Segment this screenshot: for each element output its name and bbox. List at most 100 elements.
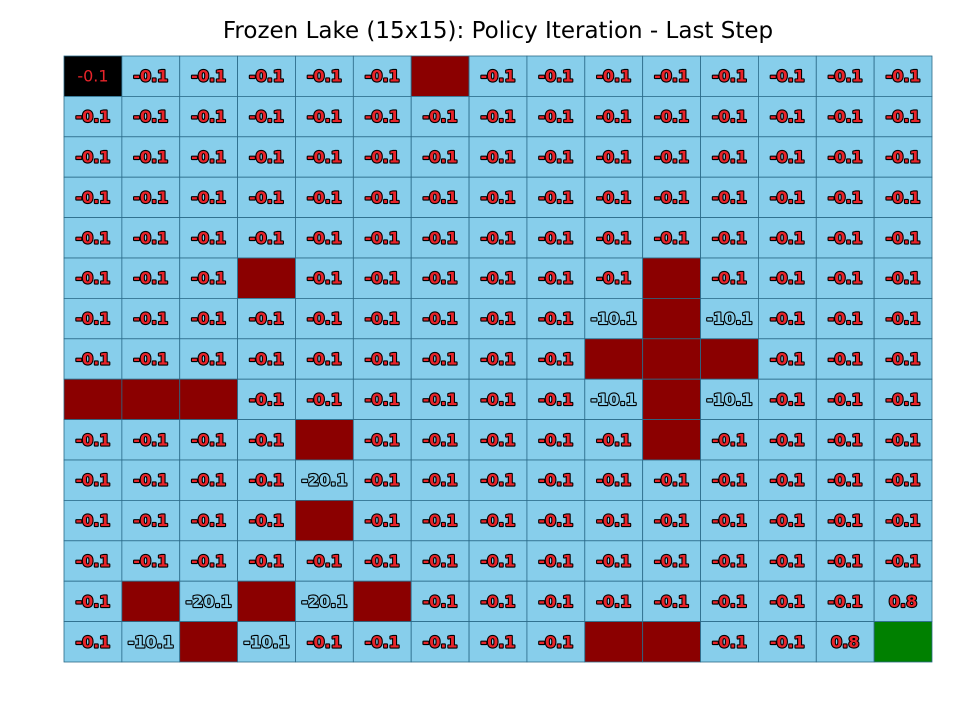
cells-layer	[63, 55, 933, 663]
cell-value-r0-c2: -0.1	[191, 67, 226, 86]
cell-value-r0-c0: -0.1	[77, 67, 108, 86]
cell-value-r13-c6: -0.1	[423, 592, 458, 611]
cell-value-r12-c13: -0.1	[828, 552, 863, 571]
grid-cell-frozen-r4-c1	[121, 217, 181, 259]
grid-cell-hole-r13-c5	[352, 580, 412, 623]
grid-cell-frozen-r13-c4	[295, 580, 354, 623]
grid-cell-hole-r8-c2	[179, 378, 238, 421]
cell-value-r0-c10: -0.1	[654, 67, 689, 86]
cell-value-r9-c8: -0.1	[538, 430, 573, 449]
cell-value-r3-c0: -0.1	[75, 188, 110, 207]
grid-cell-frozen-r11-c2	[179, 499, 238, 542]
grid-cell-frozen-r14-c1	[121, 621, 181, 663]
cell-value-r12-c12: -0.1	[770, 552, 805, 571]
cell-value-r12-c14: -0.1	[886, 552, 921, 571]
grid-cell-frozen-r8-c6	[410, 378, 470, 421]
cell-value-r2-c0: -0.1	[75, 148, 110, 167]
grid-cell-frozen-r12-c8	[526, 540, 586, 582]
grid-cell-frozen-r6-c7	[468, 297, 528, 340]
cell-value-r4-c6: -0.1	[423, 228, 458, 247]
grid-cell-hole-r14-c9	[584, 621, 644, 663]
grid-cell-frozen-r7-c2	[179, 338, 238, 380]
cell-value-r12-c3: -0.1	[249, 552, 284, 571]
grid-cell-frozen-r10-c14	[873, 459, 933, 501]
cell-value-r8-c3: -0.1	[249, 390, 284, 409]
grid-cell-frozen-r9-c14	[873, 419, 933, 461]
cell-value-r12-c7: -0.1	[481, 552, 516, 571]
cell-value-r7-c8: -0.1	[538, 350, 573, 369]
cell-value-r1-c7: -0.1	[481, 107, 516, 126]
grid-cell-frozen-r13-c10	[642, 580, 701, 623]
cell-value-r9-c0: -0.1	[75, 430, 110, 449]
cell-value-r10-c14: -0.1	[886, 471, 921, 490]
cell-value-r1-c13: -0.1	[828, 107, 863, 126]
grid-cell-frozen-r4-c6	[410, 217, 470, 259]
grid-cell-frozen-r14-c5	[352, 621, 412, 663]
cell-value-r13-c8: -0.1	[538, 592, 573, 611]
grid-cell-frozen-r3-c6	[410, 176, 470, 218]
cell-value-r4-c2: -0.1	[191, 228, 226, 247]
cell-value-r1-c11: -0.1	[712, 107, 747, 126]
cell-value-r5-c5: -0.1	[365, 269, 400, 288]
cell-value-r0-c13: -0.1	[828, 67, 863, 86]
grid-cell-frozen-r5-c13	[815, 257, 875, 299]
cell-value-r4-c5: -0.1	[365, 228, 400, 247]
cell-value-r12-c9: -0.1	[596, 552, 631, 571]
cell-value-r12-c10: -0.1	[654, 552, 689, 571]
cell-value-r3-c13: -0.1	[828, 188, 863, 207]
cell-value-r14-c3: -10.1	[243, 632, 289, 651]
cell-value-r5-c6: -0.1	[423, 269, 458, 288]
cell-value-r0-c14: -0.1	[886, 67, 921, 86]
grid-cell-frozen-r7-c13	[815, 338, 875, 380]
grid-cell-frozen-r6-c3	[237, 297, 296, 340]
grid-cell-frozen-r13-c7	[468, 580, 528, 623]
grid-cell-hole-r7-c9	[584, 338, 644, 380]
grid-cell-frozen-r0-c1	[121, 55, 181, 97]
grid-cell-frozen-r3-c0	[63, 176, 123, 218]
cell-value-r0-c12: -0.1	[770, 67, 805, 86]
grid-cell-frozen-r0-c8	[526, 55, 586, 97]
cell-value-r8-c9: -10.1	[591, 390, 637, 409]
grid-cell-hole-r9-c4	[295, 419, 354, 461]
cell-value-r7-c0: -0.1	[75, 350, 110, 369]
grid-cell-frozen-r14-c7	[468, 621, 528, 663]
grid-cell-frozen-r11-c9	[584, 499, 644, 542]
cell-value-r10-c5: -0.1	[365, 471, 400, 490]
grid-cell-frozen-r2-c4	[295, 136, 354, 178]
cell-value-r10-c10: -0.1	[654, 471, 689, 490]
grid-cell-frozen-r6-c8	[526, 297, 586, 340]
grid-cell-frozen-r5-c5	[352, 257, 412, 299]
cell-value-r8-c7: -0.1	[481, 390, 516, 409]
cell-value-r3-c4: -0.1	[307, 188, 342, 207]
cell-value-r2-c7: -0.1	[481, 148, 516, 167]
grid-cell-frozen-r12-c2	[179, 540, 238, 582]
grid-cell-goal-r14-c14	[873, 621, 933, 663]
grid-cell-frozen-r2-c8	[526, 136, 586, 178]
cell-value-r7-c5: -0.1	[365, 350, 400, 369]
cell-value-r9-c2: -0.1	[191, 430, 226, 449]
cell-value-r8-c14: -0.1	[886, 390, 921, 409]
grid-cell-frozen-r12-c9	[584, 540, 644, 582]
cell-value-r2-c5: -0.1	[365, 148, 400, 167]
grid-cell-frozen-r4-c11	[700, 217, 759, 259]
cell-value-r4-c8: -0.1	[538, 228, 573, 247]
grid-cell-frozen-r12-c7	[468, 540, 528, 582]
grid-cell-frozen-r8-c13	[815, 378, 875, 421]
cell-value-r5-c8: -0.1	[538, 269, 573, 288]
cell-value-r3-c5: -0.1	[365, 188, 400, 207]
grid-cell-frozen-r4-c3	[237, 217, 296, 259]
cell-value-r13-c9: -0.1	[596, 592, 631, 611]
grid-cell-frozen-r8-c4	[295, 378, 354, 421]
grid-cell-frozen-r12-c11	[700, 540, 759, 582]
grid-cell-frozen-r1-c8	[526, 96, 586, 138]
cell-value-r1-c10: -0.1	[654, 107, 689, 126]
cell-value-r1-c14: -0.1	[886, 107, 921, 126]
grid-cell-frozen-r5-c14	[873, 257, 933, 299]
cell-value-r12-c0: -0.1	[75, 552, 110, 571]
grid-cell-frozen-r7-c7	[468, 338, 528, 380]
cell-value-r13-c10: -0.1	[654, 592, 689, 611]
grid-cell-frozen-r4-c12	[758, 217, 817, 259]
grid-cell-frozen-r9-c13	[815, 419, 875, 461]
cell-value-r13-c13: -0.1	[828, 592, 863, 611]
cell-value-r14-c11: -0.1	[712, 632, 747, 651]
